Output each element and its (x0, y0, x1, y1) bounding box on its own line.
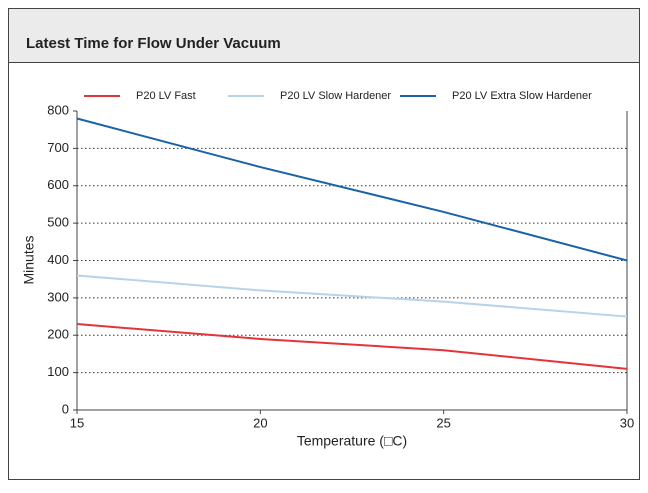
x-tick-label: 15 (70, 415, 84, 430)
y-tick-label: 100 (47, 364, 69, 379)
x-tick-label: 25 (436, 415, 450, 430)
y-tick-label: 800 (47, 102, 69, 117)
y-tick-label: 0 (62, 401, 69, 416)
y-axis-label: Minutes (21, 235, 37, 284)
series-line (76, 117, 628, 262)
legend-label: P20 LV Extra Slow Hardener (452, 90, 592, 102)
y-tick-label: 700 (47, 140, 69, 155)
y-tick-label: 600 (47, 177, 69, 192)
y-tick-label: 500 (47, 215, 69, 230)
x-tick-label: 30 (620, 415, 634, 430)
x-tick-label: 20 (253, 415, 267, 430)
card-border (8, 8, 640, 480)
y-tick-label: 200 (47, 327, 69, 342)
legend-label: P20 LV Fast (136, 90, 196, 102)
legend-label: P20 LV Slow Hardener (280, 90, 391, 102)
series-line (76, 274, 628, 318)
series-line (76, 323, 628, 370)
x-axis-label: Temperature (□C) (297, 433, 407, 449)
y-tick-label: 300 (47, 289, 69, 304)
card-header (9, 9, 639, 62)
y-tick-label: 400 (47, 252, 69, 267)
chart-title: Latest Time for Flow Under Vacuum (26, 35, 281, 52)
